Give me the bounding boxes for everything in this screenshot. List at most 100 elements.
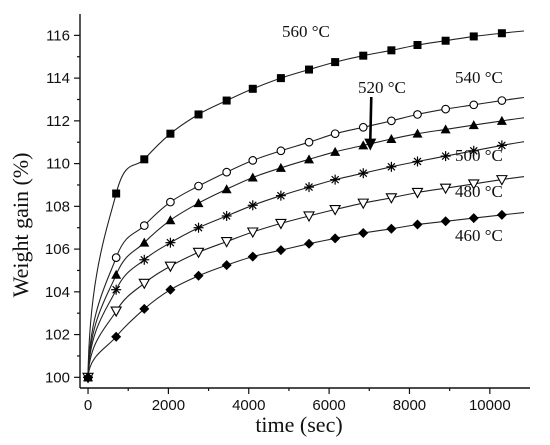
data-point	[497, 29, 506, 38]
data-point	[386, 134, 397, 144]
series-markers	[82, 29, 508, 384]
data-point	[165, 284, 176, 295]
y-tick-label: 114	[46, 70, 70, 87]
y-tick-label: 116	[46, 27, 70, 44]
data-point	[497, 96, 507, 105]
data-point	[138, 278, 151, 290]
data-point	[139, 237, 150, 247]
y-tick-label: 104	[45, 284, 70, 301]
data-point	[413, 40, 422, 49]
data-point	[358, 168, 369, 179]
data-point	[468, 145, 479, 156]
data-point	[193, 270, 204, 281]
data-point	[303, 211, 315, 223]
data-point	[83, 372, 94, 383]
data-point	[386, 161, 397, 172]
data-point	[221, 210, 232, 221]
data-point	[441, 104, 450, 114]
data-point	[165, 237, 176, 248]
data-point	[164, 261, 177, 273]
y-tick-label: 112	[46, 113, 70, 130]
data-point	[166, 197, 175, 207]
data-point	[304, 238, 315, 249]
data-point	[246, 227, 259, 239]
data-point	[330, 146, 341, 156]
y-axis-title: Weight gain (%)	[8, 153, 33, 298]
data-point	[111, 253, 121, 262]
data-point	[139, 254, 150, 265]
data-point	[357, 198, 370, 210]
axes: 0 2000 4000 6000 8000 10000 100 102 104 106 108 110…	[45, 14, 530, 414]
series-label-3: 500 °C	[455, 146, 503, 165]
data-point	[247, 200, 258, 211]
data-point	[387, 116, 396, 126]
data-point	[440, 216, 451, 227]
data-point	[275, 190, 286, 201]
x-tick-label: 4000	[232, 397, 265, 414]
data-point	[275, 162, 286, 172]
data-point	[221, 260, 232, 271]
data-point	[440, 151, 451, 162]
data-point	[496, 140, 507, 151]
data-point	[412, 219, 423, 230]
data-point	[222, 167, 232, 177]
data-point	[222, 96, 231, 105]
data-point	[304, 154, 315, 164]
data-point	[194, 181, 203, 191]
data-point	[496, 209, 507, 220]
data-point	[411, 187, 424, 199]
data-point	[386, 223, 397, 234]
data-point	[112, 189, 121, 198]
data-point	[495, 175, 508, 186]
annotation-arrow-head	[364, 138, 377, 151]
data-point	[359, 51, 368, 60]
y-tick-label: 102	[45, 327, 70, 344]
series-labels: 560 °C 540 °C 520 °C 500 °C 480 °C 460 °C	[282, 22, 503, 245]
data-point	[413, 110, 422, 119]
data-point	[331, 58, 340, 67]
data-point	[276, 74, 285, 83]
data-point	[304, 137, 314, 147]
data-point	[247, 172, 258, 182]
series-label-1: 540 °C	[455, 68, 503, 87]
data-point	[111, 284, 122, 295]
x-tick-label: 0	[84, 397, 92, 414]
data-point	[139, 303, 150, 314]
data-point	[248, 84, 257, 93]
y-tick-label: 100	[45, 369, 70, 386]
data-point	[194, 110, 203, 119]
data-point	[165, 215, 176, 225]
x-tick-label: 8000	[393, 397, 426, 414]
x-tick-label: 6000	[312, 397, 345, 414]
y-tick-label: 110	[46, 156, 70, 173]
data-point	[440, 124, 451, 134]
data-point	[220, 237, 233, 248]
data-point	[330, 129, 340, 139]
data-point	[193, 198, 204, 208]
data-point	[358, 122, 368, 132]
data-point	[111, 269, 122, 279]
data-point	[140, 155, 149, 164]
data-point	[441, 36, 450, 45]
x-axis-title: time (sec)	[255, 412, 342, 437]
data-point	[358, 228, 369, 239]
series-curve-3	[87, 141, 525, 378]
data-point	[248, 156, 258, 165]
y-tick-label: 106	[45, 241, 70, 258]
data-point	[192, 247, 205, 259]
x-tick-label: 10000	[469, 397, 511, 414]
series-label-0: 560 °C	[282, 22, 330, 41]
data-point	[467, 179, 480, 191]
data-point	[358, 140, 369, 150]
series-label-4: 480 °C	[455, 182, 503, 201]
data-point	[330, 233, 341, 244]
data-point	[247, 251, 258, 262]
data-point	[412, 128, 423, 138]
data-point	[274, 218, 287, 230]
series-label-2: 520 °C	[358, 78, 406, 97]
data-point	[305, 65, 314, 74]
data-point	[387, 46, 396, 55]
data-point	[329, 204, 342, 216]
data-point	[330, 174, 341, 185]
